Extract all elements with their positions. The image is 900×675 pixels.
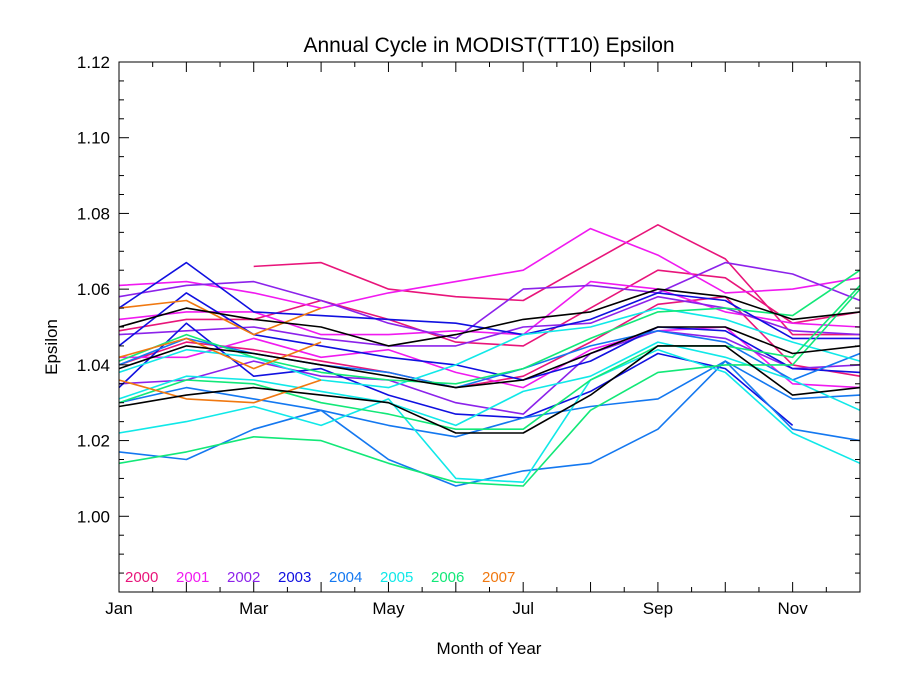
legend-entry-2003: 2003 [278, 569, 311, 586]
x-tick-label: May [372, 599, 405, 618]
series-line-11 [118, 292, 861, 381]
series-line-22 [118, 299, 322, 336]
y-tick-label: 1.04 [77, 356, 110, 375]
series-line-14 [118, 360, 861, 438]
series-line-15 [118, 360, 861, 487]
x-tick-label: Jan [105, 599, 132, 618]
x-tick-label: Sep [643, 599, 673, 618]
series-line-19 [118, 269, 861, 385]
y-tick-label: 1.12 [77, 53, 110, 72]
series-line-26 [118, 326, 861, 389]
series-line-2 [118, 269, 861, 347]
series-layer [118, 224, 861, 487]
series-line-27 [118, 345, 861, 434]
y-tick-label: 1.08 [77, 204, 110, 223]
series-line-20 [118, 284, 861, 431]
series-line-3 [118, 295, 861, 389]
x-tick-label: Mar [239, 599, 269, 618]
legend-entry-2007: 2007 [482, 569, 515, 586]
x-tick-label: Jul [512, 599, 534, 618]
y-axis-label: Epsilon [42, 319, 61, 375]
legend-entry-2004: 2004 [329, 569, 362, 586]
x-axis-label: Month of Year [437, 639, 542, 658]
series-line-7 [118, 261, 861, 340]
y-tick-label: 1.02 [77, 432, 110, 451]
legend-entry-2000: 2000 [125, 569, 158, 586]
series-line-16 [118, 307, 861, 389]
legend-entry-2001: 2001 [176, 569, 209, 586]
y-tick-label: 1.00 [77, 507, 110, 526]
series-line-4 [118, 227, 861, 309]
series-line-1 [253, 224, 860, 336]
series-line-5 [118, 280, 861, 336]
series-line-21 [118, 288, 861, 487]
axes-layer: 1.00 1.02 1.04 1.06 1.08 1.10 1.12 Jan Mar May Jul… [77, 53, 861, 618]
legend: 2000 2001 2002 2003 2004 2005 2006 2007 [125, 569, 515, 586]
chart-title: Annual Cycle in MODIST(TT10) Epsilon [303, 34, 674, 57]
legend-entry-2005: 2005 [380, 569, 413, 586]
series-line-23 [118, 337, 322, 370]
x-tick-label: Nov [778, 599, 809, 618]
series-line-18 [118, 348, 861, 484]
y-tick-label: 1.06 [77, 280, 110, 299]
series-line-10 [118, 261, 860, 340]
series-line-25 [118, 288, 861, 347]
y-tick-label: 1.10 [77, 129, 110, 148]
legend-entry-2006: 2006 [431, 569, 464, 586]
legend-entry-2002: 2002 [227, 569, 260, 586]
series-line-17 [118, 341, 861, 427]
